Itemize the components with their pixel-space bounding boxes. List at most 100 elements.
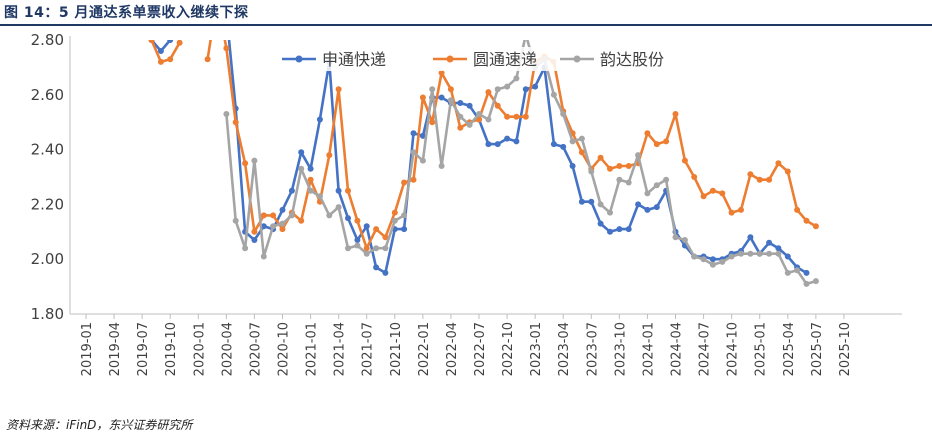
data-point	[607, 228, 613, 235]
data-point	[485, 116, 492, 123]
data-point	[784, 168, 791, 175]
data-point	[223, 10, 229, 16]
data-point	[709, 261, 716, 268]
data-point	[812, 223, 819, 230]
data-point	[569, 163, 576, 169]
data-point	[251, 237, 258, 243]
data-point	[635, 201, 642, 208]
legend-swatch-marker	[446, 55, 454, 63]
data-point	[775, 250, 782, 257]
data-point	[223, 45, 230, 52]
data-point	[803, 217, 810, 224]
data-point	[522, 86, 529, 93]
data-point	[401, 226, 408, 233]
data-point	[307, 176, 314, 183]
data-point	[419, 94, 426, 101]
data-point	[157, 48, 164, 54]
data-point	[794, 267, 801, 274]
data-point	[251, 228, 258, 235]
data-point	[401, 212, 408, 219]
data-point	[335, 187, 342, 194]
data-point	[522, 113, 529, 120]
data-point	[447, 97, 454, 104]
data-point	[504, 135, 511, 142]
data-point	[523, 32, 529, 38]
data-point	[588, 198, 595, 205]
x-tick-label: 2023-07	[585, 322, 600, 376]
data-point	[167, 40, 174, 43]
series-2	[148, 40, 819, 252]
x-tick-label: 2024-07	[698, 322, 713, 376]
data-point	[681, 237, 688, 243]
data-point	[373, 245, 380, 252]
data-point	[373, 264, 380, 271]
data-point	[766, 250, 773, 257]
data-point	[354, 237, 361, 243]
data-point	[532, 83, 539, 90]
x-tick-label: 2019-07	[136, 322, 151, 376]
series-line	[227, 40, 808, 275]
data-point	[345, 245, 351, 252]
data-point	[766, 239, 773, 246]
data-point	[438, 94, 445, 101]
data-point	[513, 138, 520, 145]
series-line	[150, 40, 181, 64]
axes: 1.80 2.00 2.20 2.40 2.60 2.80 2019-01 2019-04 20…	[31, 31, 902, 376]
data-point	[363, 250, 370, 257]
x-tick-label: 2025-04	[782, 322, 797, 376]
y-tick-label: 2.00	[31, 250, 64, 268]
y-tick-label: 2.60	[31, 86, 64, 104]
x-tick-label: 2020-01	[192, 322, 207, 376]
data-point	[803, 269, 810, 276]
y-tick-label: 1.80	[31, 305, 64, 323]
data-point	[644, 130, 651, 137]
data-point	[597, 201, 604, 208]
data-point	[457, 100, 464, 106]
legend: 申通快递 圆通速递 韵达股份	[278, 47, 688, 71]
data-point	[438, 69, 445, 76]
data-point	[298, 217, 305, 224]
data-point	[747, 171, 754, 178]
y-tick-label: 2.40	[31, 141, 64, 159]
data-point	[307, 187, 314, 194]
data-point	[681, 157, 688, 164]
data-point	[232, 119, 239, 126]
data-point	[494, 86, 501, 93]
data-point	[354, 242, 361, 249]
data-point	[438, 163, 445, 169]
data-point	[476, 116, 482, 123]
data-point	[391, 217, 398, 224]
data-point	[756, 176, 763, 183]
data-point	[279, 206, 286, 213]
x-tick-label: 2021-04	[333, 322, 348, 376]
data-point	[728, 209, 735, 216]
data-point	[242, 160, 249, 167]
x-tick-label: 2023-04	[557, 322, 572, 376]
data-point	[419, 132, 426, 139]
data-point	[401, 179, 408, 186]
data-point	[756, 250, 763, 257]
x-tick-label: 2025-10	[838, 322, 853, 376]
data-point	[812, 278, 819, 285]
data-point	[616, 163, 623, 169]
data-point	[550, 141, 557, 148]
legend-swatch-marker	[573, 55, 581, 63]
data-point	[494, 102, 501, 109]
data-point	[410, 149, 417, 156]
data-point	[738, 250, 744, 257]
x-tick-label: 2025-07	[810, 322, 825, 376]
x-tick-label: 2022-01	[417, 322, 432, 376]
data-point	[242, 245, 249, 252]
data-point	[176, 40, 183, 46]
figure-title: 图 14：5 月通达系单票收入继续下探	[4, 5, 249, 21]
data-point	[747, 234, 754, 241]
x-tick-label: 2022-10	[501, 322, 516, 376]
data-point	[251, 157, 258, 164]
data-point	[644, 190, 651, 197]
y-tick-label: 2.20	[31, 195, 64, 213]
data-point	[204, 56, 211, 63]
data-point	[232, 217, 239, 224]
data-point	[784, 269, 791, 276]
title-divider	[0, 24, 932, 26]
data-point	[663, 176, 670, 183]
